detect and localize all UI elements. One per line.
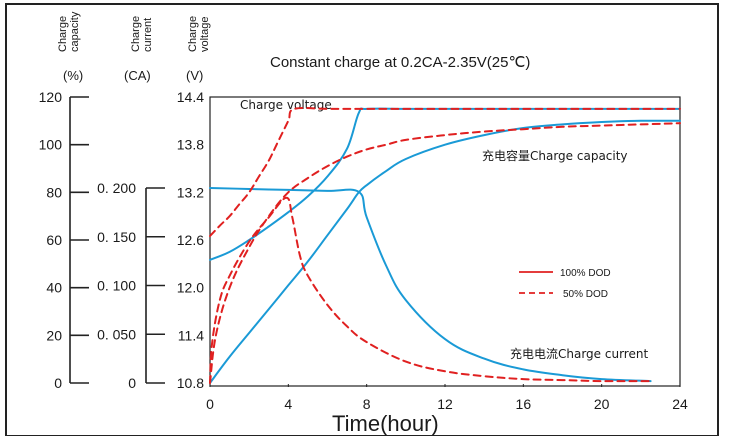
x-tick-label: 0: [206, 396, 214, 412]
x-tick-label: 20: [594, 396, 610, 412]
current-tick-label: 0. 050: [97, 326, 136, 342]
voltage-tick-label: 11.4: [178, 327, 204, 343]
x-tick-label: 8: [363, 396, 371, 412]
x-tick-label: 12: [437, 396, 453, 412]
voltage-tick-label: 13.8: [177, 137, 204, 153]
series-voltage-50-dod: [209, 106, 681, 237]
outer-frame: [5, 3, 719, 436]
series-capacity-50-dod: [209, 122, 681, 384]
capacity-axis-unit: (%): [63, 68, 83, 83]
current-axis-unit: (CA): [124, 68, 151, 83]
series-current-100-dod: [209, 187, 652, 383]
capacity-tick-label: 60: [46, 232, 62, 248]
x-axis-label: Time(hour): [332, 411, 439, 436]
series-current-50-dod: [209, 196, 652, 384]
capacity-axis-label-line1: Charge: [57, 16, 69, 52]
voltage-tick-label: 12.0: [177, 280, 204, 296]
capacity-axis-label-line2: capacity: [69, 11, 81, 52]
series-voltage-100-dod: [209, 107, 681, 261]
voltage-tick-label: 13.2: [177, 184, 204, 200]
voltage-tick-label: 14.4: [177, 89, 204, 105]
voltage-axis-label-line1: Charge: [187, 16, 199, 52]
annotation-charge-voltage: Charge voltage: [240, 98, 332, 112]
current-tick-label: 0: [128, 375, 136, 391]
x-tick-label: 4: [284, 396, 292, 412]
voltage-axis-unit: (V): [186, 68, 203, 83]
chart-title: Constant charge at 0.2CA-2.35V(25℃): [270, 54, 530, 71]
capacity-tick-label: 0: [54, 375, 62, 391]
voltage-axis-label-line2: voltage: [199, 17, 211, 52]
current-tick-label: 0. 100: [97, 278, 136, 294]
series-capacity-100-dod: [209, 119, 681, 384]
legend-label-100-dod: 100% DOD: [560, 268, 611, 279]
voltage-tick-label: 10.8: [177, 375, 204, 391]
voltage-tick-label: 12.6: [177, 232, 204, 248]
current-tick-label: 0. 200: [97, 180, 136, 196]
capacity-tick-label: 40: [46, 280, 62, 296]
capacity-tick-label: 20: [46, 327, 62, 343]
current-axis-label-line2: current: [142, 18, 154, 52]
capacity-tick-label: 100: [39, 137, 63, 153]
capacity-tick-label: 80: [46, 184, 62, 200]
annotation-charge-current: 充电电流Charge current: [510, 346, 648, 361]
x-tick-label: 24: [672, 396, 688, 412]
series-layer: [209, 106, 681, 384]
current-tick-label: 0. 150: [97, 229, 136, 245]
annotation-charge-capacity: 充电容量Charge capacity: [482, 148, 628, 163]
legend-label-50-dod: 50% DOD: [563, 289, 608, 300]
current-axis-label-line1: Charge: [130, 16, 142, 52]
plot-frame: [209, 96, 681, 387]
capacity-tick-label: 120: [39, 89, 63, 105]
x-tick-label: 16: [516, 396, 532, 412]
